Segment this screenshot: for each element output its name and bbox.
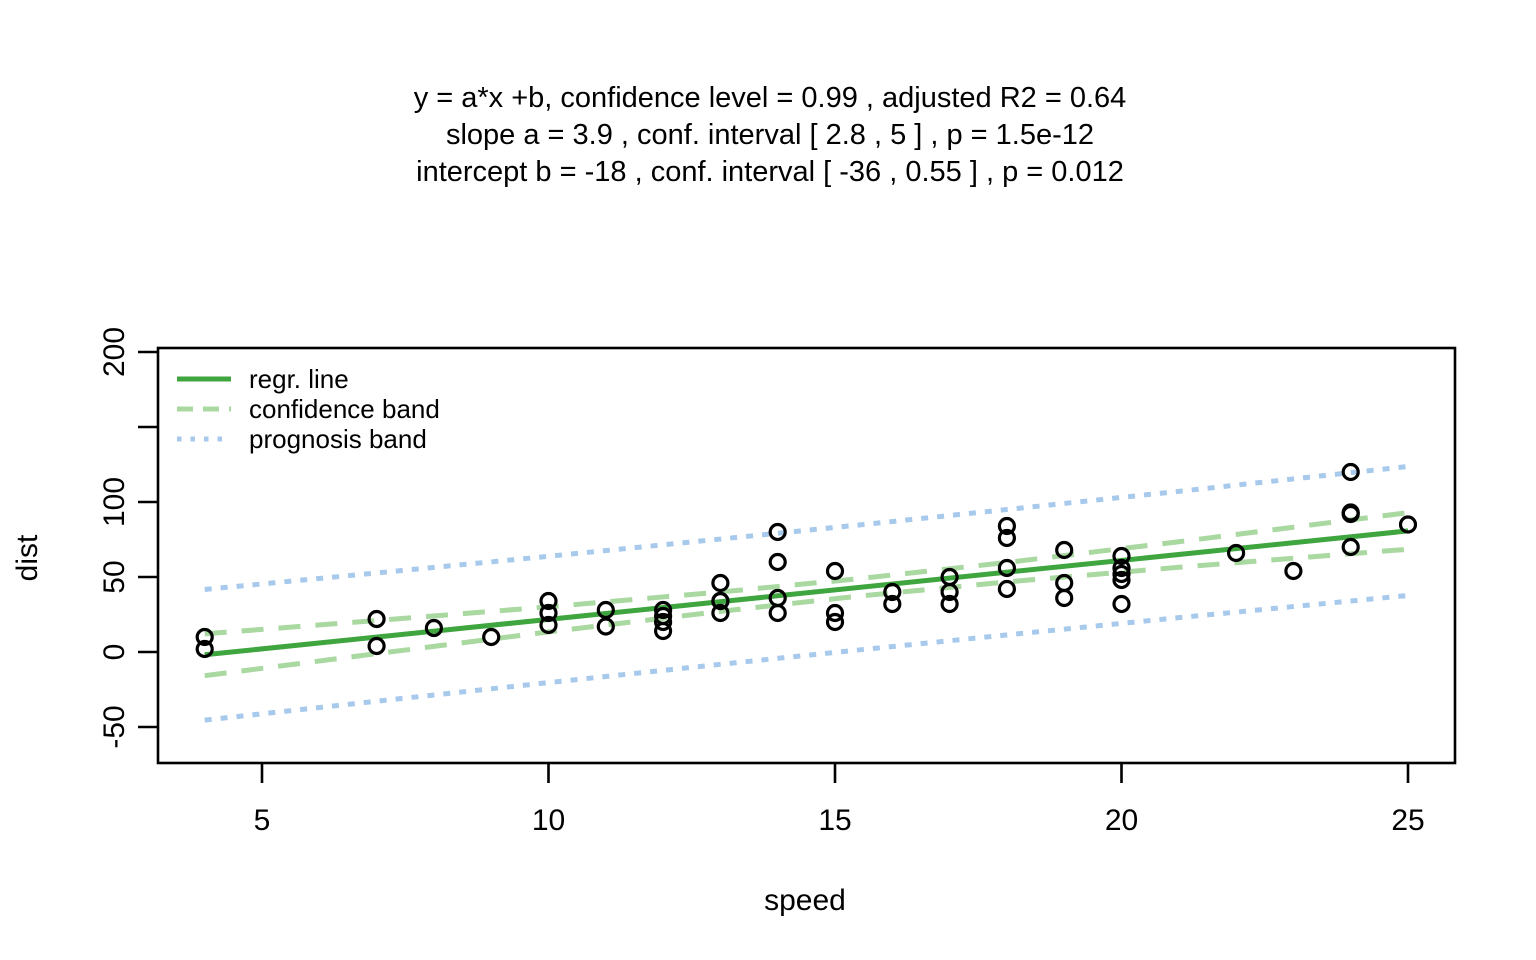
x-tick-label: 5 (254, 804, 271, 837)
confidence-band-upper (204, 510, 1409, 637)
legend: regr. line confidence band prognosis ban… (176, 364, 440, 454)
legend-label: regr. line (249, 363, 349, 394)
data-point (653, 612, 673, 632)
chart-title-line-3: intercept b = -18 , conf. interval [ -36… (416, 156, 1124, 188)
data-point (711, 573, 730, 593)
regression-line (204, 528, 1409, 658)
data-point (1398, 515, 1418, 534)
confidence-band-swatch-icon (177, 406, 231, 412)
chart-title-line-2: slope a = 3.9 , conf. interval [ 2.8 , 5… (445, 119, 1095, 151)
data-point (768, 552, 787, 572)
data-point (1055, 573, 1074, 593)
data-point (883, 594, 902, 614)
prognosis-band-lower (204, 592, 1409, 723)
chart-title: y = a*x +b, confidence level = 0.99 , ad… (0, 80, 1536, 191)
data-point (1112, 594, 1131, 614)
data-point (596, 600, 615, 620)
data-point (940, 594, 959, 614)
x-tick-label: 15 (818, 804, 851, 837)
x-tick-label: 25 (1391, 804, 1424, 837)
data-point (539, 603, 558, 623)
data-point (195, 639, 214, 659)
y-tick-label: 100 (98, 477, 131, 527)
data-point (1112, 546, 1131, 566)
chart-title-line-1: y = a*x +b, confidence level = 0.99 , ad… (413, 82, 1127, 114)
prognosis-band-swatch-icon (177, 436, 231, 442)
data-point (1341, 462, 1360, 482)
data-point (997, 579, 1017, 599)
data-point (997, 528, 1017, 548)
data-point (482, 627, 501, 647)
data-point (940, 567, 959, 587)
x-axis-title: speed (764, 884, 846, 917)
data-point (1112, 570, 1131, 590)
y-tick-label: 0 (98, 644, 131, 661)
data-point (1341, 537, 1360, 557)
prognosis-band-upper (204, 463, 1409, 592)
legend-label: prognosis band (249, 423, 427, 454)
data-point (424, 618, 443, 638)
data-point (1055, 588, 1074, 608)
y-tick-label: 200 (98, 327, 131, 377)
y-tick-label: 50 (98, 560, 131, 593)
data-point (1055, 540, 1074, 560)
data-point (1284, 561, 1303, 581)
x-tick-label: 10 (532, 804, 565, 837)
data-point (883, 582, 902, 602)
data-point (367, 609, 386, 629)
data-point (653, 600, 673, 620)
data-point (768, 603, 787, 623)
x-tick-label: 20 (1105, 804, 1138, 837)
legend-item-regression: regr. line (176, 364, 440, 394)
data-point (825, 612, 845, 632)
legend-label: confidence band (249, 393, 440, 424)
data-point (825, 603, 845, 623)
regression-line-swatch-icon (177, 376, 231, 382)
data-point (711, 591, 730, 611)
data-point (1226, 543, 1246, 563)
data-point (539, 615, 558, 635)
data-point (768, 522, 787, 542)
data-point (367, 636, 386, 656)
data-point (711, 603, 730, 623)
data-point (1341, 503, 1360, 522)
data-point (768, 588, 787, 608)
data-point (997, 516, 1017, 536)
data-point (825, 561, 845, 581)
data-point (653, 606, 673, 626)
y-axis-title: dist (11, 534, 44, 582)
confidence-band-lower (204, 546, 1409, 679)
y-tick-label: -50 (98, 705, 131, 748)
data-point (539, 591, 558, 611)
data-point (1112, 564, 1131, 584)
legend-item-prognosis: prognosis band (176, 424, 440, 454)
plot-frame (156, 346, 1457, 765)
legend-item-confidence: confidence band (176, 394, 440, 424)
data-point (1112, 558, 1131, 578)
data-point (997, 558, 1017, 578)
data-point (195, 627, 214, 647)
